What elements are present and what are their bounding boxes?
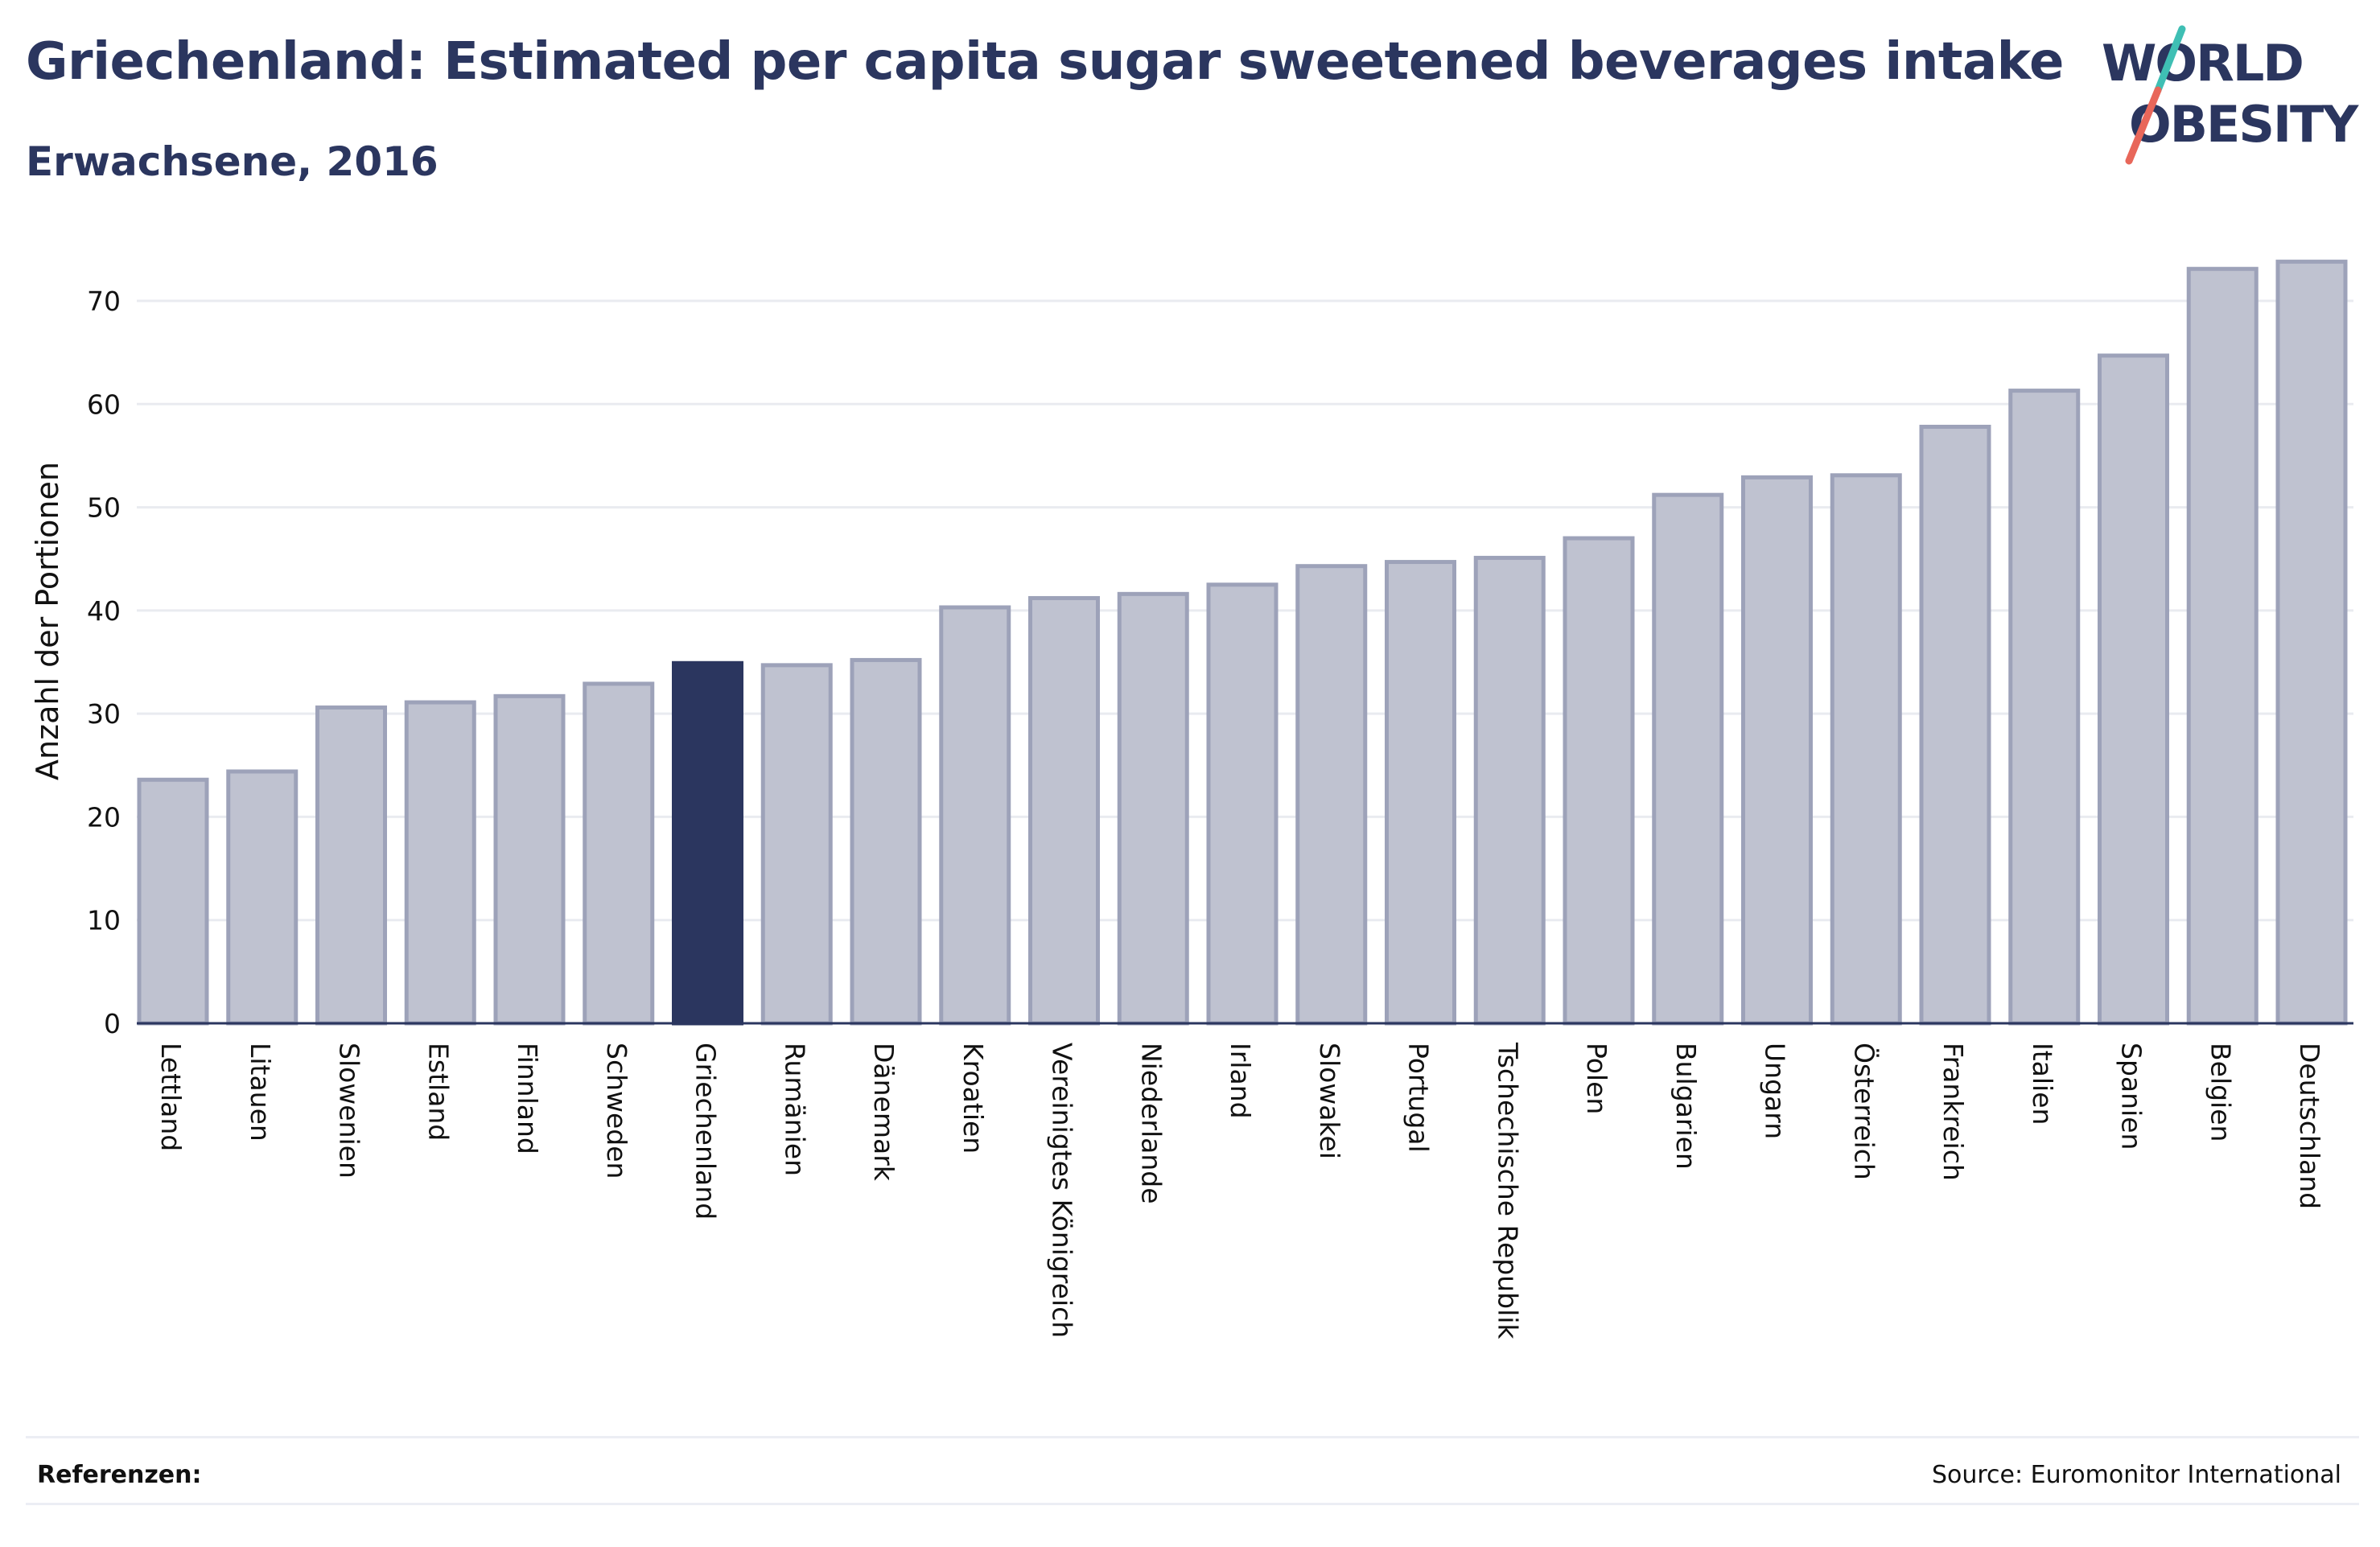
bar-kroatien[interactable] [939, 605, 1011, 1026]
y-tick-label: 30 [87, 698, 121, 730]
bar-tschechische-republik[interactable] [1473, 555, 1546, 1026]
x-tick-label: Belgien [2205, 1043, 2236, 1142]
x-tick-label: Polen [1581, 1043, 1612, 1114]
y-tick-label: 40 [87, 595, 121, 627]
bar-niederlande[interactable] [1117, 591, 1189, 1026]
x-axis-ticks: Lettland Litauen Slowenien Estland Finnland S… [155, 1042, 2325, 1339]
y-tick-label: 70 [87, 286, 121, 317]
x-tick-label: Tschechische Republik [1492, 1042, 1523, 1339]
x-tick-label: Niederlande [1135, 1043, 1167, 1204]
y-axis-title: Anzahl der Portionen [30, 462, 65, 780]
bar-rumänien[interactable] [760, 663, 833, 1026]
source-text: Source: Euromonitor International [1931, 1461, 2341, 1489]
references-label: Referenzen: [37, 1461, 202, 1489]
bar-irland[interactable] [1206, 582, 1279, 1026]
y-tick-label: 0 [104, 1008, 121, 1039]
y-tick-label: 60 [87, 389, 121, 420]
chart-subtitle: Erwachsene, 2016 [26, 138, 439, 185]
x-tick-label: Deutschland [2294, 1043, 2325, 1209]
x-tick-label: Slowakei [1314, 1043, 1345, 1159]
x-tick-label: Griechenland [690, 1043, 722, 1220]
x-tick-label: Frankreich [1937, 1043, 1969, 1181]
bar-litauen[interactable] [226, 769, 299, 1026]
y-axis-ticks: 0 10 20 30 40 50 60 70 [87, 286, 121, 1039]
bar-portugal[interactable] [1385, 560, 1456, 1026]
logo-slash-top [2154, 25, 2186, 94]
y-tick-label: 50 [87, 492, 121, 524]
bar-bulgarien[interactable] [1652, 492, 1724, 1026]
bar-slowakei[interactable] [1295, 564, 1368, 1026]
bar-frankreich[interactable] [1919, 425, 1991, 1026]
bar-polen[interactable] [1563, 536, 1635, 1026]
x-tick-label: Italien [2027, 1043, 2058, 1125]
bar-slowenien[interactable] [315, 705, 387, 1026]
bar-lettland[interactable] [137, 777, 209, 1026]
bar-italien[interactable] [2008, 389, 2081, 1026]
bar-deutschland[interactable] [2275, 259, 2348, 1026]
x-tick-label: Dänemark [868, 1043, 900, 1182]
x-tick-label: Schweden [601, 1043, 632, 1179]
y-tick-label: 10 [87, 905, 121, 936]
x-tick-label: Litauen [245, 1043, 276, 1142]
x-tick-label: Estland [422, 1043, 454, 1141]
chart-title: Griechenland: Estimated per capita sugar… [26, 32, 2064, 92]
logo-text-world: WORLD [2102, 34, 2303, 93]
bar-griechenland[interactable] [672, 660, 743, 1026]
x-tick-label: Spanien [2116, 1043, 2147, 1150]
bar-ungarn[interactable] [1741, 475, 1813, 1026]
bar-spanien[interactable] [2098, 353, 2169, 1026]
logo-text-obesity: OBESITY [2129, 95, 2359, 154]
bar-dänemark[interactable] [850, 657, 922, 1026]
x-tick-label: Österreich [1848, 1043, 1880, 1180]
footer-divider-bottom [26, 1503, 2359, 1505]
bars [137, 259, 2348, 1026]
footer-divider-top [26, 1436, 2359, 1438]
logo-slash-bottom [2125, 86, 2162, 165]
x-tick-label: Bulgarien [1670, 1043, 1702, 1170]
world-obesity-logo: WORLD OBESITY [2102, 25, 2361, 165]
y-tick-label: 20 [87, 801, 121, 833]
bar-vereinigtes-königreich[interactable] [1028, 595, 1100, 1026]
x-tick-label: Portugal [1403, 1043, 1435, 1153]
x-tick-label: Slowenien [334, 1043, 365, 1179]
bar-schweden[interactable] [583, 681, 655, 1026]
x-tick-label: Vereinigtes Königreich [1047, 1043, 1078, 1338]
x-tick-label: Rumänien [779, 1043, 810, 1176]
bar-finnland[interactable] [493, 693, 566, 1026]
x-tick-label: Irland [1225, 1043, 1256, 1119]
bar-österreich[interactable] [1830, 473, 1902, 1026]
x-tick-label: Ungarn [1760, 1043, 1791, 1139]
x-tick-label: Lettland [155, 1043, 187, 1151]
bar-belgien[interactable] [2186, 266, 2259, 1026]
x-tick-label: Finnland [512, 1043, 543, 1154]
bar-estland[interactable] [404, 700, 476, 1026]
x-tick-label: Kroatien [957, 1043, 989, 1154]
